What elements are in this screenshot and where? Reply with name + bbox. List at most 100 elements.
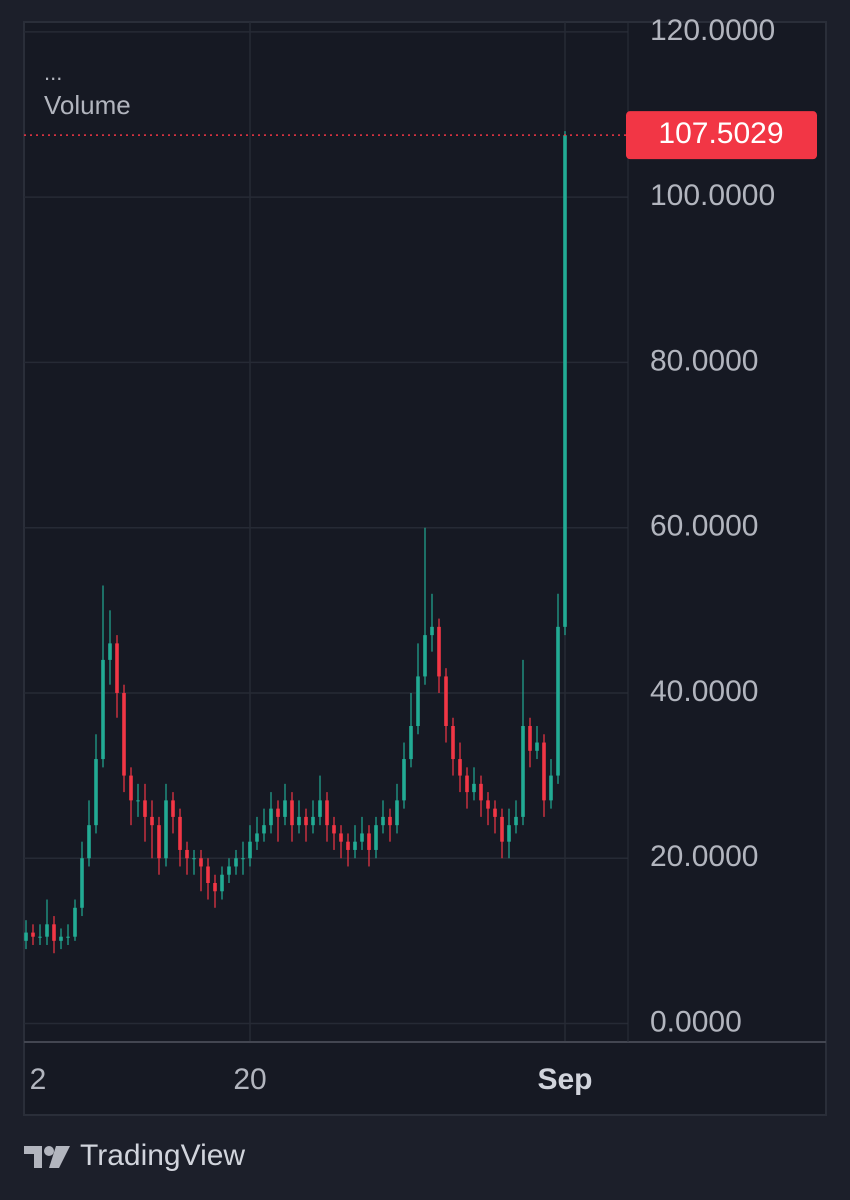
candle-body	[24, 932, 28, 941]
candle-body	[500, 816, 504, 842]
candle-body	[136, 800, 140, 802]
candle-body	[381, 816, 385, 826]
candle-body	[360, 833, 364, 842]
y-tick-label: 20.0000	[650, 840, 758, 873]
candle-body	[423, 635, 427, 677]
logo-part	[24, 1146, 42, 1168]
indicator-label: Volume	[44, 90, 131, 120]
candle-body	[31, 932, 35, 937]
candle-body	[241, 858, 245, 860]
candle-body	[66, 936, 70, 938]
y-tick-label: 40.0000	[650, 675, 758, 708]
candle-body	[458, 759, 462, 776]
candle-body	[367, 833, 371, 850]
candle-body	[374, 825, 378, 850]
candle-body	[311, 816, 315, 826]
candle-body	[430, 626, 434, 636]
candle-body	[395, 800, 399, 826]
candle-body	[493, 808, 497, 817]
candle-body	[122, 692, 126, 776]
candle-body	[234, 858, 238, 867]
x-tick-label: 2	[30, 1063, 47, 1096]
candle-body	[339, 833, 343, 842]
candle-body	[206, 866, 210, 884]
candle-body	[220, 874, 224, 892]
y-tick-label: 60.0000	[650, 510, 758, 543]
candle-body	[115, 643, 119, 693]
candle-body	[157, 825, 161, 859]
candle-body	[304, 816, 308, 826]
candle-body	[192, 858, 196, 860]
candle-body	[437, 626, 441, 677]
candle-body	[528, 726, 532, 751]
candle-body	[444, 676, 448, 727]
candle-body	[45, 924, 49, 937]
candle-body	[108, 643, 112, 660]
candle-body	[178, 816, 182, 850]
candle-body	[255, 833, 259, 842]
y-tick-label: 100.0000	[650, 179, 775, 212]
candle-body	[514, 816, 518, 826]
candle-body	[164, 800, 168, 859]
last-price-label: 107.5029	[658, 117, 783, 150]
candle-body	[52, 924, 56, 941]
candle-body	[465, 775, 469, 793]
candle-body	[171, 800, 175, 817]
candle-body	[507, 825, 511, 842]
candle-body	[472, 783, 476, 793]
candle-body	[185, 849, 189, 859]
candle-body	[87, 825, 91, 859]
y-tick-label: 0.0000	[650, 1005, 742, 1038]
candle-body	[94, 759, 98, 826]
logo	[24, 1146, 70, 1168]
candle-body	[269, 808, 273, 826]
candle-body	[213, 883, 217, 892]
candle-body	[129, 775, 133, 801]
candle-body	[563, 135, 567, 627]
candle-body	[542, 742, 546, 801]
candle-body	[59, 936, 63, 941]
candle-body	[283, 800, 287, 817]
candle-body	[535, 742, 539, 751]
legend-dots: ...	[44, 60, 62, 85]
candle-body	[297, 816, 301, 826]
candle-body	[262, 825, 266, 834]
y-tick-label: 80.0000	[650, 344, 758, 377]
candle-body	[479, 783, 483, 801]
last-price-tag	[626, 111, 817, 160]
candle-body	[521, 726, 525, 817]
candle-body	[80, 858, 84, 908]
candle-body	[276, 808, 280, 817]
y-tick-label: 120.0000	[650, 14, 775, 47]
candle-body	[325, 800, 329, 826]
candle-body	[101, 659, 105, 760]
x-tick-label: Sep	[537, 1063, 592, 1096]
candle-body	[332, 825, 336, 834]
candle-body	[143, 800, 147, 817]
footer-brand: TradingView	[80, 1139, 245, 1172]
candle-body	[409, 726, 413, 760]
candle-body	[38, 936, 42, 938]
logo-part	[44, 1146, 54, 1156]
candle-body	[388, 816, 392, 826]
candle-body	[556, 626, 560, 776]
candle-body	[346, 841, 350, 850]
candle-body	[549, 775, 553, 801]
candle-body	[353, 841, 357, 850]
candle-body	[416, 676, 420, 727]
candle-body	[486, 800, 490, 809]
x-tick-label: 20	[233, 1063, 266, 1096]
candle-body	[451, 726, 455, 760]
candle-body	[248, 841, 252, 859]
candle-body	[290, 800, 294, 826]
candle-body	[402, 759, 406, 801]
candle-body	[150, 816, 154, 826]
candle-body	[73, 907, 77, 937]
plot-area	[24, 22, 628, 1042]
logo-part	[49, 1146, 70, 1168]
candle-body	[318, 800, 322, 817]
candle-body	[227, 866, 231, 875]
candle-body	[199, 858, 203, 867]
